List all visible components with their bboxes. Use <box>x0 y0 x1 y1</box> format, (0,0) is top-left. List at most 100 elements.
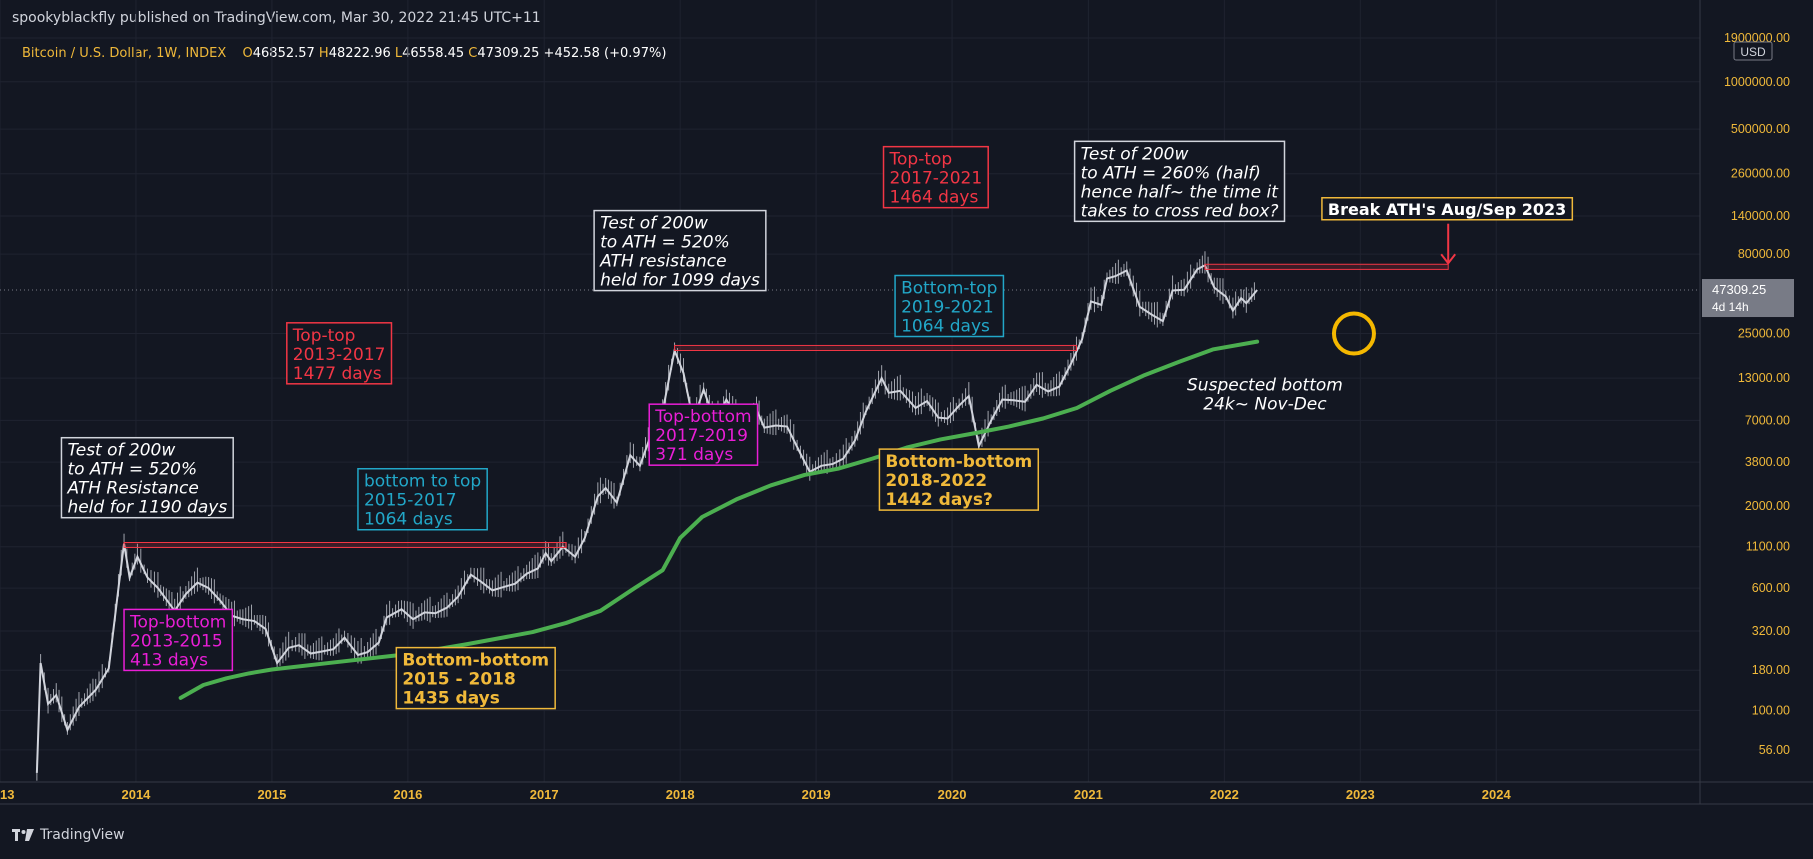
x-tick-label: 2018 <box>666 787 695 802</box>
annotation-text: 1064 days <box>901 317 990 337</box>
annotation-box <box>648 403 759 466</box>
x-tick-label: 2013 <box>0 787 14 802</box>
annotation-text: 413 days <box>130 650 208 670</box>
annotation-text: bottom to top <box>364 472 481 492</box>
annotation-text: Bottom-top <box>901 279 997 299</box>
tradingview-logo-icon <box>12 829 34 841</box>
annotation-text: 2017-2021 <box>890 169 983 189</box>
x-tick-label: 2016 <box>393 787 422 802</box>
annotation: Break ATH's Aug/Sep 2023 <box>1321 197 1574 221</box>
currency-badge <box>1733 41 1773 61</box>
symbol-legend: Bitcoin / U.S. Dollar, 1W, INDEX O46852.… <box>22 46 666 61</box>
low-label: L <box>394 46 403 61</box>
open-value: 46852.57 <box>252 46 315 61</box>
annotation-box <box>60 436 234 519</box>
annotation-text: 1464 days <box>890 188 979 208</box>
x-tick-label: 2022 <box>1210 787 1239 802</box>
annotation-text: Test of 200w <box>600 214 708 234</box>
arrow-head <box>1440 253 1456 265</box>
annotation-text: 1435 days <box>402 689 500 709</box>
low-value: 46558.45 <box>402 46 465 61</box>
y-tick-label: 500000.00 <box>1731 122 1790 136</box>
brand-name: TradingView <box>40 827 125 843</box>
annotation-text: ATH resistance <box>599 252 727 272</box>
x-tick-label: 2023 <box>1346 787 1375 802</box>
x-tick-label: 2020 <box>938 787 967 802</box>
annotation-box <box>123 608 234 672</box>
grid-lines <box>0 0 1700 782</box>
annotation-text: 2015-2017 <box>364 491 457 511</box>
annotation-box <box>593 209 767 292</box>
annotation-text: Top-bottom <box>129 612 226 632</box>
annotation-text: Top-top <box>292 326 356 346</box>
price-line <box>35 263 1258 773</box>
annotation-text: held for 1190 days <box>67 498 227 518</box>
annotation-text: 371 days <box>655 445 733 465</box>
y-tick-label: 320.00 <box>1752 624 1790 638</box>
annotation-text: to ATH = 520% <box>67 460 197 480</box>
annotation-text: Test of 200w <box>1081 144 1189 164</box>
annotation-text: Suspected bottom <box>1187 376 1343 396</box>
y-tick-label: 100.00 <box>1752 703 1790 717</box>
currency-label: USD <box>1740 45 1766 59</box>
y-tick-label: 13000.00 <box>1738 371 1790 385</box>
brand[interactable]: TradingView <box>12 827 125 843</box>
annotation-box <box>395 646 556 710</box>
suspected-bottom-marker <box>1331 311 1376 356</box>
y-tick-label: 25000.00 <box>1738 327 1790 341</box>
y-tick-label: 180.00 <box>1752 663 1790 677</box>
open-label: O <box>242 46 253 61</box>
annotation-text: 2013-2017 <box>293 345 386 365</box>
countdown-label: 4d 14h <box>1712 300 1749 314</box>
y-tick-label: 56.00 <box>1759 743 1790 757</box>
annotation-text: hence half~ the time it <box>1081 182 1280 202</box>
high-label: H <box>318 46 329 61</box>
y-tick-label: 1000000.00 <box>1724 75 1790 89</box>
annotation-text: 2013-2015 <box>130 631 223 651</box>
y-tick-label: 600.00 <box>1752 581 1790 595</box>
annotation-text: to ATH = 260% (half) <box>1081 163 1261 183</box>
x-tick-label: 2019 <box>802 787 831 802</box>
annotation-text: 24k~ Nov-Dec <box>1203 395 1327 415</box>
moving-average-200w-line <box>178 339 1260 700</box>
annotation-box <box>882 145 989 209</box>
x-tick-label: 2015 <box>257 787 286 802</box>
symbol-name[interactable]: Bitcoin / U.S. Dollar, 1W, INDEX <box>22 46 227 61</box>
annotation-text: held for 1099 days <box>600 271 760 291</box>
last-price-badge <box>1702 279 1794 318</box>
y-tick-label: 1100.00 <box>1746 540 1790 554</box>
y-tick-label: 3800.00 <box>1745 455 1790 469</box>
y-tick-label: 80000.00 <box>1738 247 1790 261</box>
annotation-box <box>878 448 1040 511</box>
annotation-text: 1442 days? <box>885 490 992 510</box>
high-value: 48222.96 <box>328 46 391 61</box>
annotation-text: 1064 days <box>364 510 453 530</box>
annotation-text: takes to cross red box? <box>1081 201 1279 221</box>
ath-resistance-box <box>123 542 567 549</box>
publish-info: spookyblackfly published on TradingView.… <box>12 10 541 26</box>
annotation-text: Test of 200w <box>67 441 175 461</box>
annotation-text: Bottom-bottom <box>402 651 549 671</box>
annotation-text: Top-top <box>889 150 953 170</box>
x-tick-label: 2024 <box>1482 787 1512 802</box>
annotation-text: Bottom-bottom <box>885 452 1032 472</box>
annotation-text: ATH Resistance <box>66 479 198 499</box>
change-value: +452.58 (+0.97%) <box>543 46 667 61</box>
ath-resistance-box <box>674 344 1077 352</box>
y-tick-label: 260000.00 <box>1731 167 1790 181</box>
annotation-text: 1477 days <box>293 364 382 384</box>
annotation-box <box>1073 140 1286 223</box>
annotation-text: 2015 - 2018 <box>402 670 516 690</box>
annotation-box <box>1321 197 1574 221</box>
ath-resistance-box <box>1204 263 1449 270</box>
